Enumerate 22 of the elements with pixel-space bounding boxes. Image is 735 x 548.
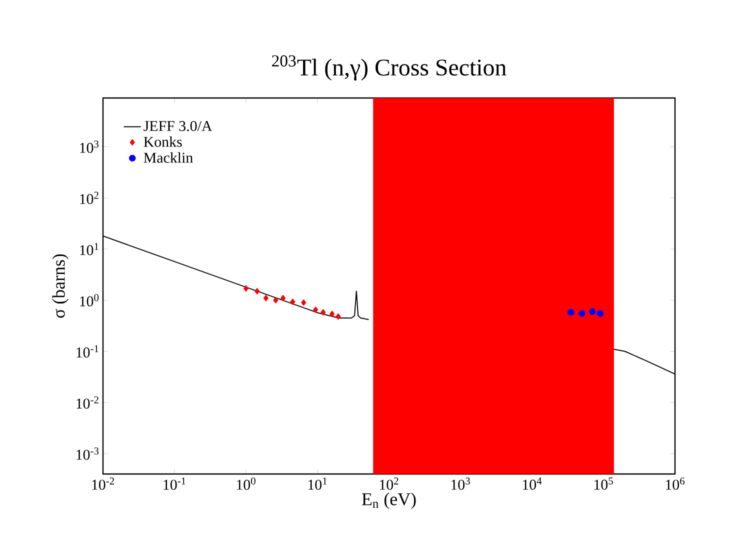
x-tick-label: 10$^{-2}$	[92, 478, 114, 490]
legend-label: Macklin	[144, 152, 193, 163]
x-tick-label: 10$^{2}$	[380, 478, 398, 490]
chart-title: $^{203}$Tl (n,γ) Cross Section	[272, 55, 506, 80]
x-tick-label: 10$^{0}$	[236, 478, 256, 490]
x-tick-label: 10$^{4}$	[522, 478, 542, 490]
x-tick-label: 10$^{3}$	[451, 478, 470, 490]
x-tick-label: 10$^{6}$	[666, 478, 685, 490]
y-tick-label: 10$^{-3}$	[76, 448, 99, 460]
y-tick-label: 10$^{2}$	[80, 192, 98, 204]
x-axis-title: E$_{n}$ (eV)	[362, 492, 416, 509]
x-tick-label: 10$^{1}$	[308, 478, 327, 490]
y-tick-label: 10$^{1}$	[80, 242, 98, 256]
y-tick-label: 10$^{-2}$	[76, 396, 98, 409]
y-tick-label: 10$^{3}$	[80, 140, 99, 153]
y-tick-label: 10$^{-1}$	[76, 345, 98, 358]
x-tick-label: 10$^{-1}$	[164, 478, 186, 490]
legend-label: Konks	[144, 136, 182, 147]
legend-label: JEFF 3.0/A	[144, 120, 212, 132]
y-axis-title: σ (barns)	[52, 254, 68, 318]
y-tick-label: 10$^{0}$	[80, 294, 99, 306]
x-tick-label: 10$^{5}$	[594, 478, 613, 490]
